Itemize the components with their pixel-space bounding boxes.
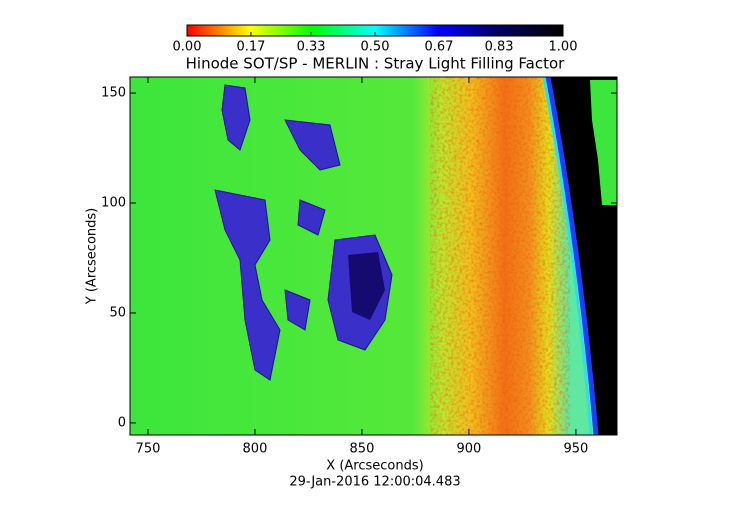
colorbar-tick-label: 0.33: [297, 40, 326, 55]
colorbar-tick-label: 0.83: [485, 40, 514, 55]
colorbar-tick-label: 1.00: [549, 40, 578, 55]
x-tick-label: 750: [136, 442, 161, 457]
timestamp: 29-Jan-2016 12:00:04.483: [289, 475, 460, 490]
colorbar-tick-label: 0.00: [173, 40, 202, 55]
x-tick-label: 900: [457, 442, 482, 457]
y-tick-label: 50: [109, 305, 126, 320]
x-axis-label: X (Arcseconds): [326, 459, 423, 474]
y-axis-label: Y (Arcseconds): [85, 208, 100, 305]
y-tick-label: 100: [101, 196, 126, 211]
colorbar-tick-label: 0.50: [361, 40, 390, 55]
colorbar-tick-label: 0.17: [236, 40, 265, 55]
solar-map: [130, 77, 617, 435]
y-tick-label: 0: [118, 415, 126, 430]
x-tick-label: 800: [243, 442, 268, 457]
colorbar-tick-label: 0.67: [424, 40, 453, 55]
plot-frame: [129, 76, 618, 436]
x-tick-label: 850: [350, 442, 375, 457]
y-tick-label: 150: [101, 86, 126, 101]
chart-title: Hinode SOT/SP - MERLIN : Stray Light Fil…: [186, 55, 566, 73]
x-tick-label: 950: [564, 442, 589, 457]
